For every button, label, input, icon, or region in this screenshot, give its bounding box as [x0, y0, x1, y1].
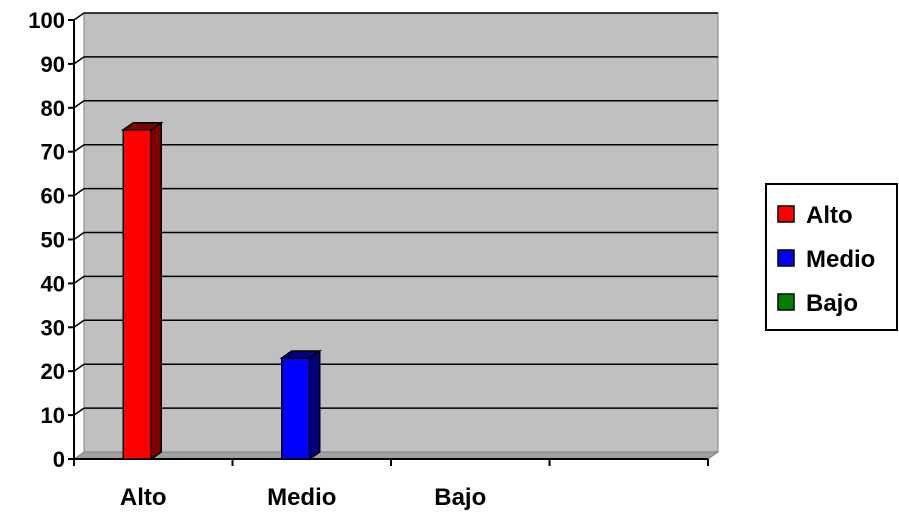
x-category-label: Medio: [267, 484, 336, 511]
y-tick-label: 10: [41, 403, 65, 428]
y-tick-label: 100: [28, 8, 65, 33]
bar-side: [309, 349, 321, 461]
legend-swatch-bajo: [777, 293, 795, 311]
bar-alto: [120, 121, 164, 461]
bar-top: [120, 122, 164, 131]
bar-front: [122, 129, 152, 460]
y-tick-label: 50: [41, 228, 65, 253]
bars: [120, 121, 323, 461]
plot-area: [72, 12, 720, 460]
gridline-side: [73, 187, 85, 197]
gridline-side: [73, 100, 85, 109]
legend-swatch-medio: [777, 249, 795, 267]
gridline-side: [73, 319, 85, 328]
bar-top: [279, 350, 323, 359]
gridline-side: [73, 144, 85, 153]
gridline-side: [73, 363, 85, 372]
y-tick-label: 0: [53, 447, 65, 472]
gridline-side: [73, 231, 85, 241]
y-tick-label: 60: [41, 184, 65, 209]
x-axis-categories: Alto Medio Bajo: [73, 459, 709, 511]
legend-label-alto: Alto: [806, 202, 853, 229]
legend-swatch-alto: [777, 205, 795, 223]
y-axis-ticks: 0 10 20 30 40 50 60 70 80 90 100: [28, 8, 74, 472]
gridline-side: [73, 56, 85, 65]
x-category-label: Alto: [120, 484, 167, 511]
legend-label-medio: Medio: [806, 246, 875, 273]
bar-front: [281, 357, 311, 460]
y-tick-label: 70: [41, 140, 65, 165]
floor: [72, 451, 720, 460]
gridline-side: [73, 12, 85, 21]
y-tick-label: 90: [41, 52, 65, 77]
legend-label-bajo: Bajo: [806, 290, 858, 317]
legend: Alto Medio Bajo: [765, 183, 898, 331]
gridline-side: [73, 275, 85, 285]
bar-medio: [279, 349, 323, 461]
y-tick-label: 30: [41, 315, 65, 340]
y-tick-label: 40: [41, 271, 65, 296]
y-tick-label: 20: [41, 359, 65, 384]
gridline-side: [73, 407, 85, 416]
x-category-label: Bajo: [434, 484, 486, 511]
gridlines: [73, 12, 718, 416]
y-tick-label: 80: [41, 96, 65, 121]
bar-side: [150, 121, 162, 461]
